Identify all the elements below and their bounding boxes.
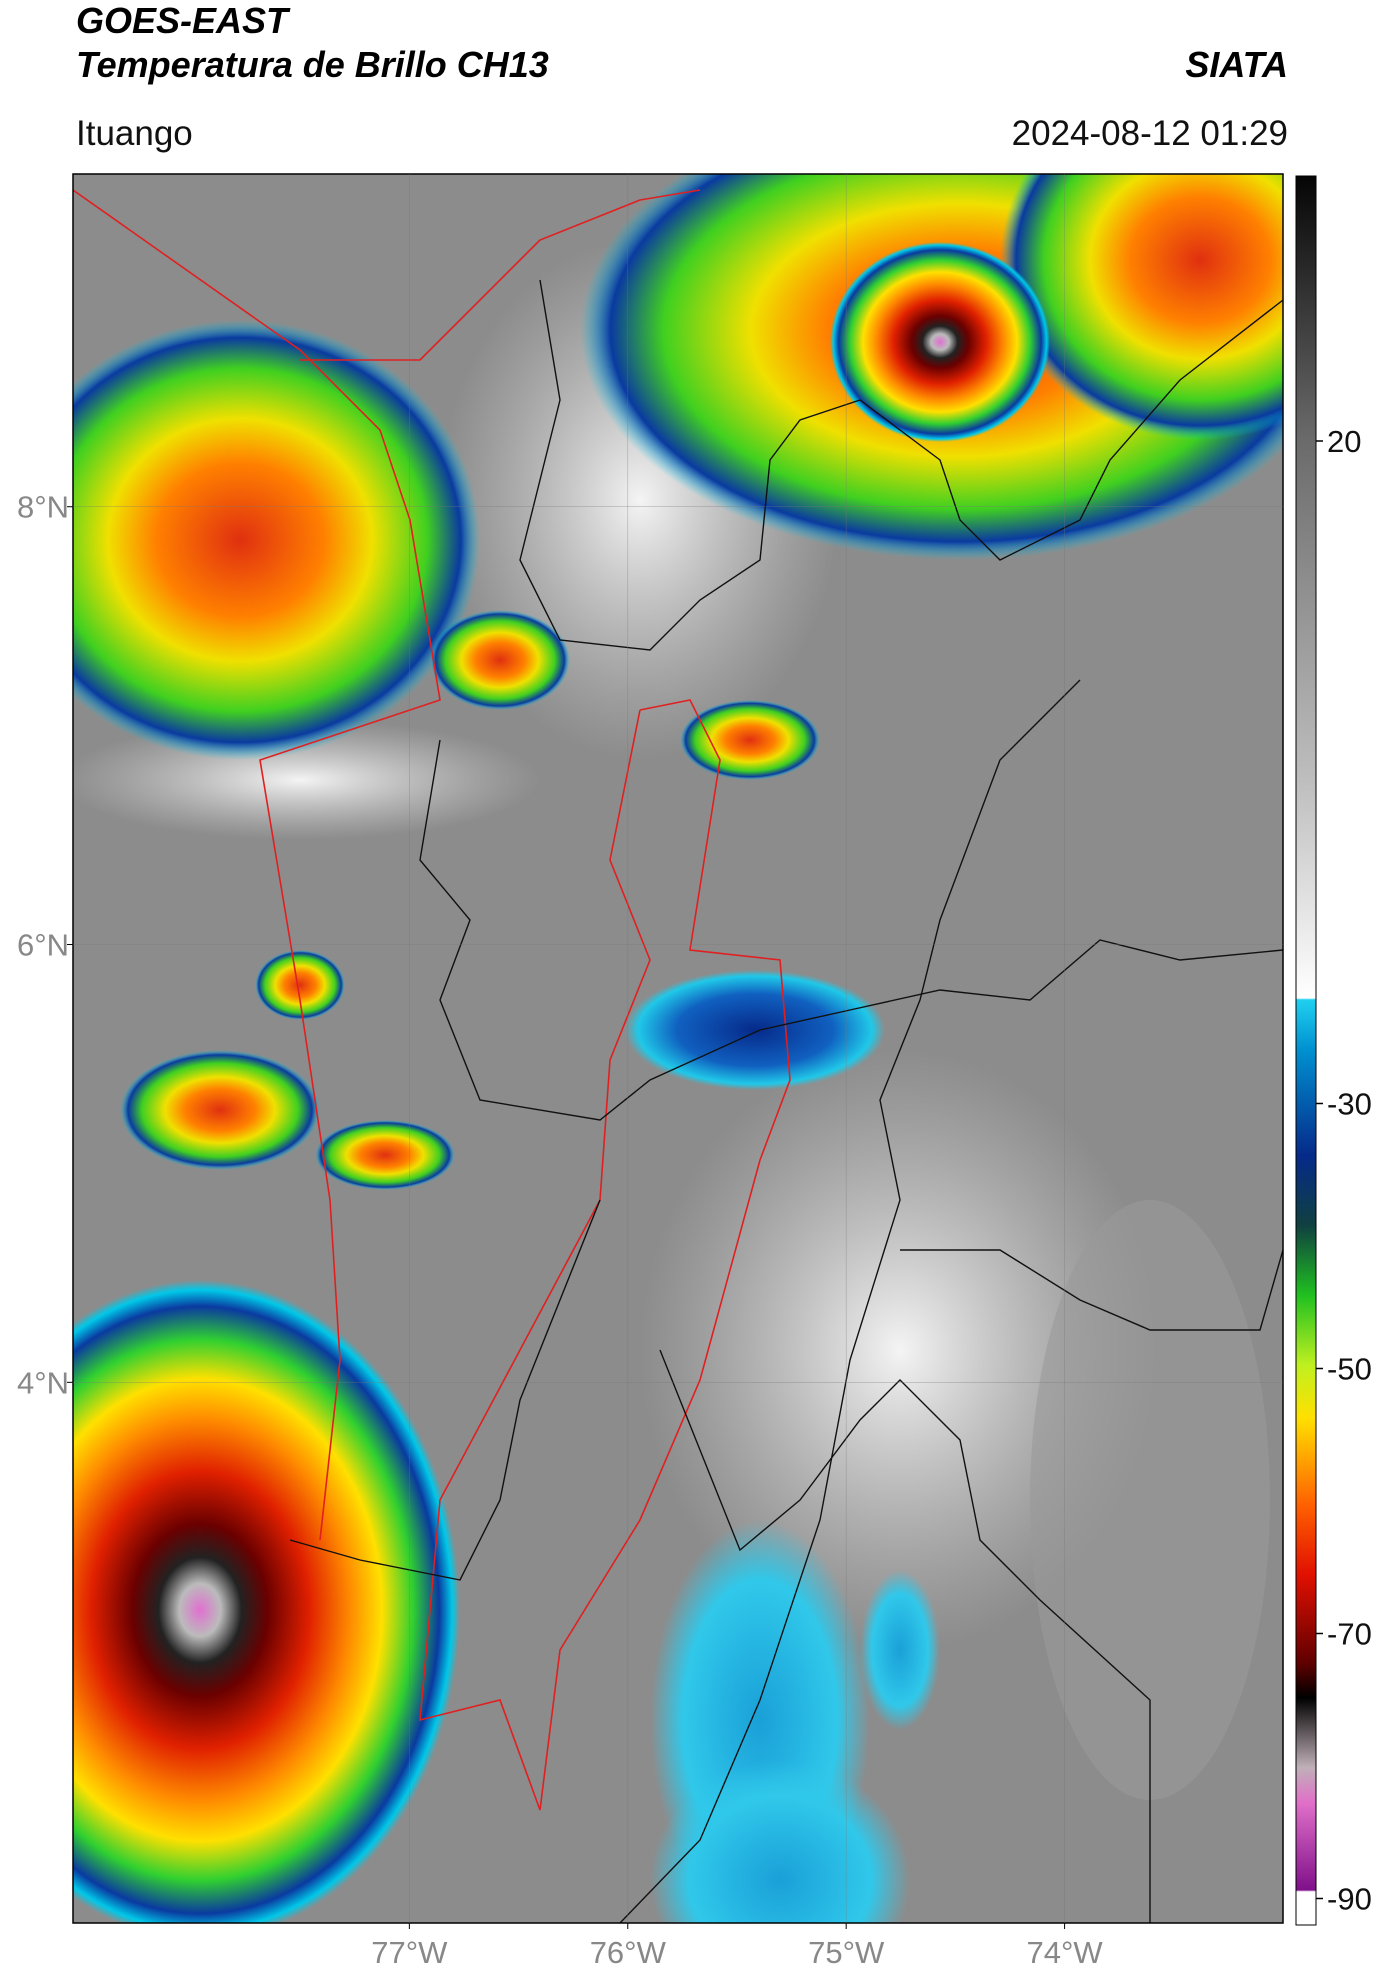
y-tick-label: 4°N [17, 1365, 69, 1400]
colorbar [1295, 175, 1317, 1926]
subtitle: Temperatura de Brillo CH13 [76, 44, 549, 85]
colorbar-tick-label: -30 [1327, 1087, 1372, 1122]
datetime: 2024-08-12 01:29 [1011, 114, 1288, 153]
source: SIATA [1185, 44, 1288, 85]
map-frame [72, 173, 1284, 1924]
y-tick-label: 6°N [17, 928, 69, 963]
location: Ituango [76, 114, 193, 153]
colorbar-tick-label: -90 [1327, 1882, 1372, 1917]
colorbar-tick-label: -50 [1327, 1352, 1372, 1387]
x-tick-label: 76°W [590, 1935, 667, 1970]
x-tick-label: 74°W [1027, 1935, 1104, 1970]
colorbar-tick-label: -70 [1327, 1617, 1372, 1652]
imagery [73, 174, 1283, 1923]
x-tick-label: 75°W [808, 1935, 885, 1970]
colorbar-tick-label: 20 [1327, 424, 1361, 459]
y-tick-label: 8°N [17, 490, 69, 525]
title: GOES-EAST [76, 0, 289, 41]
x-tick-label: 77°W [371, 1935, 448, 1970]
